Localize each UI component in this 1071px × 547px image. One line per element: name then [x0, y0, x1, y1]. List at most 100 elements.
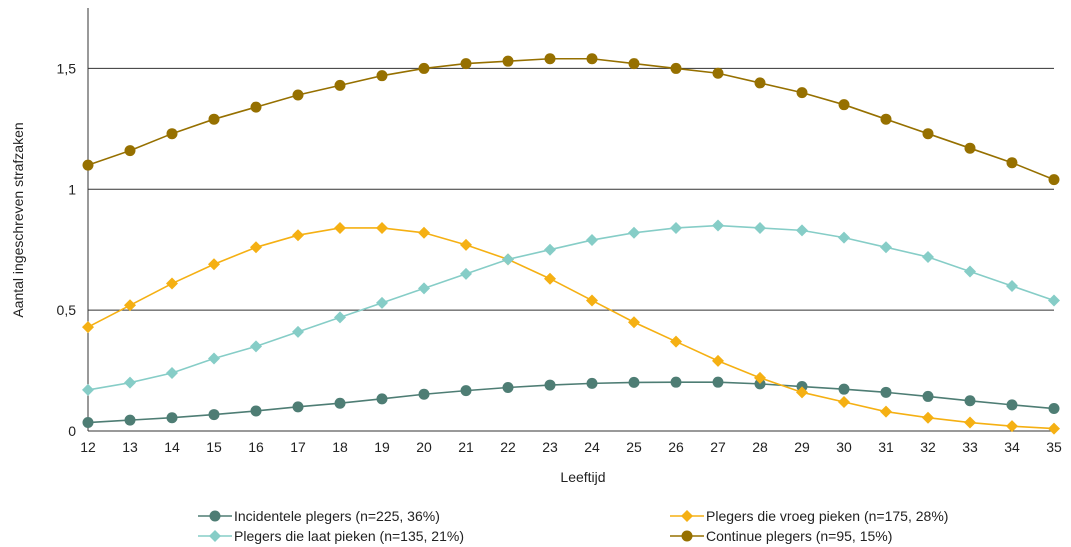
data-point: [628, 376, 640, 388]
series-0: [82, 376, 1060, 429]
data-point: [334, 221, 346, 234]
data-point: [922, 128, 934, 140]
legend: Incidentele plegers (n=225, 36%) Plegers …: [198, 508, 948, 544]
data-point: [964, 395, 976, 407]
x-tick-label: 30: [836, 439, 852, 455]
data-point: [292, 401, 304, 413]
data-point: [418, 388, 430, 400]
legend-item: Continue plegers (n=95, 15%): [670, 528, 892, 544]
data-point: [376, 221, 388, 234]
legend-item: Plegers die laat pieken (n=135, 21%): [198, 528, 464, 544]
x-tick-labels: 12 13 14 15 16 17 18 19 20 21 22 23 24 25 26 27 28 29 30 31…: [80, 439, 1062, 455]
x-tick-label: 19: [374, 439, 390, 455]
data-point: [1048, 174, 1060, 186]
data-point: [670, 221, 682, 234]
data-point: [838, 383, 850, 395]
data-point: [292, 89, 304, 101]
x-tick-label: 17: [290, 439, 306, 455]
data-point: [670, 376, 682, 388]
data-point: [712, 219, 724, 232]
data-point: [922, 411, 934, 424]
data-point: [124, 376, 136, 389]
data-point: [628, 58, 640, 70]
x-tick-label: 27: [710, 439, 726, 455]
data-point: [376, 70, 388, 82]
series-1: [82, 221, 1060, 435]
y-tick-label: 1,5: [57, 60, 77, 76]
data-point: [208, 258, 220, 271]
data-point: [1048, 294, 1060, 307]
data-point: [628, 226, 640, 239]
series-line: [87, 227, 1055, 430]
data-point: [82, 159, 94, 171]
data-point: [418, 226, 430, 239]
data-point: [586, 53, 598, 65]
series-group: [82, 53, 1060, 435]
data-point: [250, 101, 262, 113]
series-3: [82, 53, 1060, 186]
data-point: [502, 253, 514, 266]
data-point: [292, 229, 304, 242]
data-point: [166, 366, 178, 379]
data-point: [124, 145, 136, 157]
grid-lines: [88, 67, 1054, 311]
data-point: [250, 241, 262, 254]
legend-item: Incidentele plegers (n=225, 36%): [198, 508, 440, 524]
legend-marker: [681, 530, 693, 542]
x-tick-label: 31: [878, 439, 894, 455]
y-tick-label: 0,5: [57, 302, 77, 318]
data-point: [880, 405, 892, 418]
data-point: [712, 67, 724, 79]
data-point: [82, 321, 94, 334]
legend-label: Incidentele plegers (n=225, 36%): [234, 508, 440, 524]
data-point: [964, 142, 976, 154]
legend-marker: [209, 510, 221, 522]
series-2: [82, 219, 1060, 396]
data-point: [670, 335, 682, 348]
x-tick-label: 29: [794, 439, 810, 455]
x-tick-label: 32: [920, 439, 936, 455]
x-tick-label: 23: [542, 439, 558, 455]
data-point: [208, 352, 220, 365]
x-tick-label: 14: [164, 439, 180, 455]
data-point: [922, 390, 934, 402]
legend-label: Plegers die vroeg pieken (n=175, 28%): [706, 508, 948, 524]
x-tick-label: 18: [332, 439, 348, 455]
legend-label: Continue plegers (n=95, 15%): [706, 528, 892, 544]
data-point: [460, 238, 472, 251]
data-point: [796, 386, 808, 399]
data-point: [754, 221, 766, 234]
data-point: [124, 414, 136, 426]
data-point: [586, 234, 598, 247]
data-point: [544, 272, 556, 285]
data-point: [460, 385, 472, 397]
x-tick-label: 35: [1046, 439, 1062, 455]
y-tick-labels: 0 0,5 1 1,5: [57, 60, 77, 439]
legend-marker: [209, 530, 221, 542]
series-line: [87, 381, 1055, 424]
data-point: [376, 393, 388, 405]
data-point: [964, 265, 976, 278]
data-point: [544, 53, 556, 65]
x-tick-label: 34: [1004, 439, 1020, 455]
data-point: [418, 62, 430, 74]
data-point: [334, 79, 346, 91]
data-point: [712, 376, 724, 388]
legend-marker: [681, 510, 693, 522]
x-axis-label: Leeftijd: [560, 469, 605, 485]
data-point: [586, 377, 598, 389]
data-point: [1048, 403, 1060, 415]
data-point: [208, 113, 220, 125]
data-point: [82, 417, 94, 429]
data-point: [166, 128, 178, 140]
y-tick-label: 0: [68, 423, 76, 439]
data-point: [1006, 399, 1018, 411]
x-tick-label: 33: [962, 439, 978, 455]
data-point: [334, 397, 346, 409]
data-point: [922, 250, 934, 263]
x-tick-label: 28: [752, 439, 768, 455]
series-line: [87, 57, 1055, 181]
x-tick-label: 13: [122, 439, 138, 455]
data-point: [376, 296, 388, 309]
